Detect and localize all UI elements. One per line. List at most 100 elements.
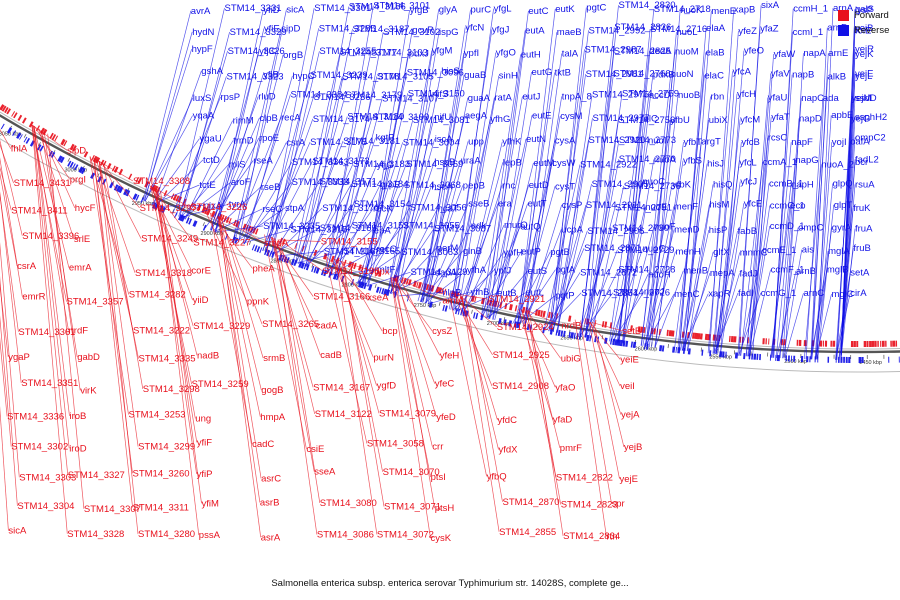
reverse-gene-arrow — [178, 214, 183, 221]
map-caption: Salmonella enterica subsp. enterica sero… — [271, 578, 629, 589]
gene-label: yfcJ — [740, 176, 757, 187]
gene-label: ygaP — [8, 352, 30, 363]
gene-label: yejL — [855, 71, 872, 82]
leader-line — [543, 164, 581, 331]
gene-label: nadB — [197, 350, 219, 361]
leader-line — [680, 163, 708, 351]
reverse-gene-arrow — [793, 355, 796, 362]
gene-label: tctD — [203, 155, 220, 166]
reverse-gene-arrow — [526, 324, 530, 331]
gene-label: STM14_3282 — [129, 290, 186, 301]
forward-gene-arrow — [694, 332, 698, 340]
gene-label: STM14_3072 — [377, 529, 434, 540]
leader-line — [184, 140, 234, 220]
leader-line — [580, 320, 612, 504]
forward-gene-arrow — [69, 143, 75, 151]
reverse-gene-arrow — [759, 354, 761, 361]
leader-line — [714, 30, 739, 354]
gene-label: ygfD — [377, 381, 397, 392]
gene-label: ung — [195, 414, 211, 425]
leader-line — [219, 216, 263, 325]
scale-label: 2900 kbp — [201, 231, 224, 237]
gene-label: yfbQ — [487, 471, 507, 482]
reverse-gene-arrow — [861, 357, 864, 363]
gene-label: sicA — [8, 526, 27, 537]
gene-label: STM14_2911 — [586, 200, 642, 211]
gene-label: hisS — [441, 66, 459, 77]
leader-line — [325, 256, 368, 298]
forward-gene-arrow — [671, 330, 675, 337]
gene-label: menE — [711, 6, 736, 17]
gene-label: nuoB — [678, 90, 700, 101]
forward-gene-arrow — [228, 218, 232, 224]
reverse-gene-arrow — [753, 353, 757, 360]
gene-label: STM14_3170 — [322, 203, 379, 214]
scale-tick — [23, 133, 27, 138]
leader-line — [612, 291, 645, 342]
forward-gene-arrow — [866, 341, 869, 347]
leader-line — [461, 295, 500, 532]
forward-gene-arrow — [704, 333, 709, 341]
gene-label: napB — [792, 70, 814, 81]
gene-label: STM14_3357 — [67, 297, 124, 308]
gene-label: STM14_3235 — [263, 221, 320, 232]
reverse-gene-arrow — [351, 279, 355, 286]
gene-label: STM14_2791 — [615, 202, 672, 213]
leader-line — [296, 250, 344, 264]
leader-line — [306, 203, 354, 268]
gene-label: eutN — [526, 134, 546, 145]
gene-label: nuoM — [675, 47, 699, 58]
forward-gene-arrow — [294, 243, 298, 249]
forward-gene-arrow — [435, 286, 440, 293]
reverse-gene-arrow — [323, 269, 328, 277]
gene-label: yqaA — [193, 111, 215, 122]
leader-line — [0, 139, 23, 236]
backbone-shadow — [0, 111, 900, 350]
gene-label: STM14_2830 — [619, 0, 676, 11]
gene-label: STM14_2925 — [493, 350, 550, 361]
gene-label: cadC — [252, 439, 274, 450]
gene-label: STM14_2992 — [589, 25, 646, 36]
gene-label: nuoI — [648, 135, 667, 146]
gene-label: napA — [803, 48, 826, 59]
gene-label: STM14_3302 — [11, 442, 68, 453]
gene-label: STM14_2870 — [503, 497, 560, 508]
reverse-gene-arrow — [125, 190, 131, 197]
leader-line — [610, 181, 643, 342]
gene-label: srlE — [74, 234, 90, 245]
gene-label: STM14_3184 — [351, 179, 408, 190]
gene-label: era — [498, 199, 512, 210]
forward-gene-arrow — [609, 322, 613, 329]
gene-label: dedA — [649, 46, 672, 57]
forward-gene-arrow — [874, 340, 877, 347]
forward-gene-arrow — [204, 207, 209, 215]
forward-gene-arrow — [375, 269, 379, 276]
reverse-gene-arrow — [0, 123, 5, 130]
reverse-gene-arrow — [557, 329, 561, 337]
forward-gene-arrow — [850, 341, 854, 347]
forward-gene-arrow — [765, 338, 767, 345]
gene-label: orgB — [283, 50, 303, 61]
leader-line — [590, 186, 625, 339]
gene-label: veiI — [620, 381, 635, 392]
gene-label: yfiP — [197, 469, 213, 480]
gene-label: ypfH — [503, 247, 523, 258]
leader-line — [335, 259, 377, 386]
leader-line — [264, 160, 313, 252]
reverse-gene-arrow — [475, 312, 479, 320]
gene-label: STM14_3155 — [321, 237, 378, 248]
leader-line — [556, 183, 592, 333]
leader-line — [775, 159, 796, 358]
gene-label: STM14_3260 — [133, 468, 190, 479]
gene-label: STM14_2726 — [613, 288, 670, 299]
leader-line — [143, 49, 192, 201]
gene-label: STM14_3307 — [84, 504, 141, 515]
gene-label: csrA — [17, 261, 37, 272]
gene-label: ssdD — [855, 93, 877, 104]
gene-label: fruK — [853, 203, 871, 214]
reverse-gene-arrow — [743, 353, 746, 360]
forward-gene-arrow — [863, 341, 867, 347]
gene-label: ppx — [374, 266, 390, 277]
forward-gene-arrow — [491, 300, 495, 307]
scale-tick — [264, 246, 267, 251]
